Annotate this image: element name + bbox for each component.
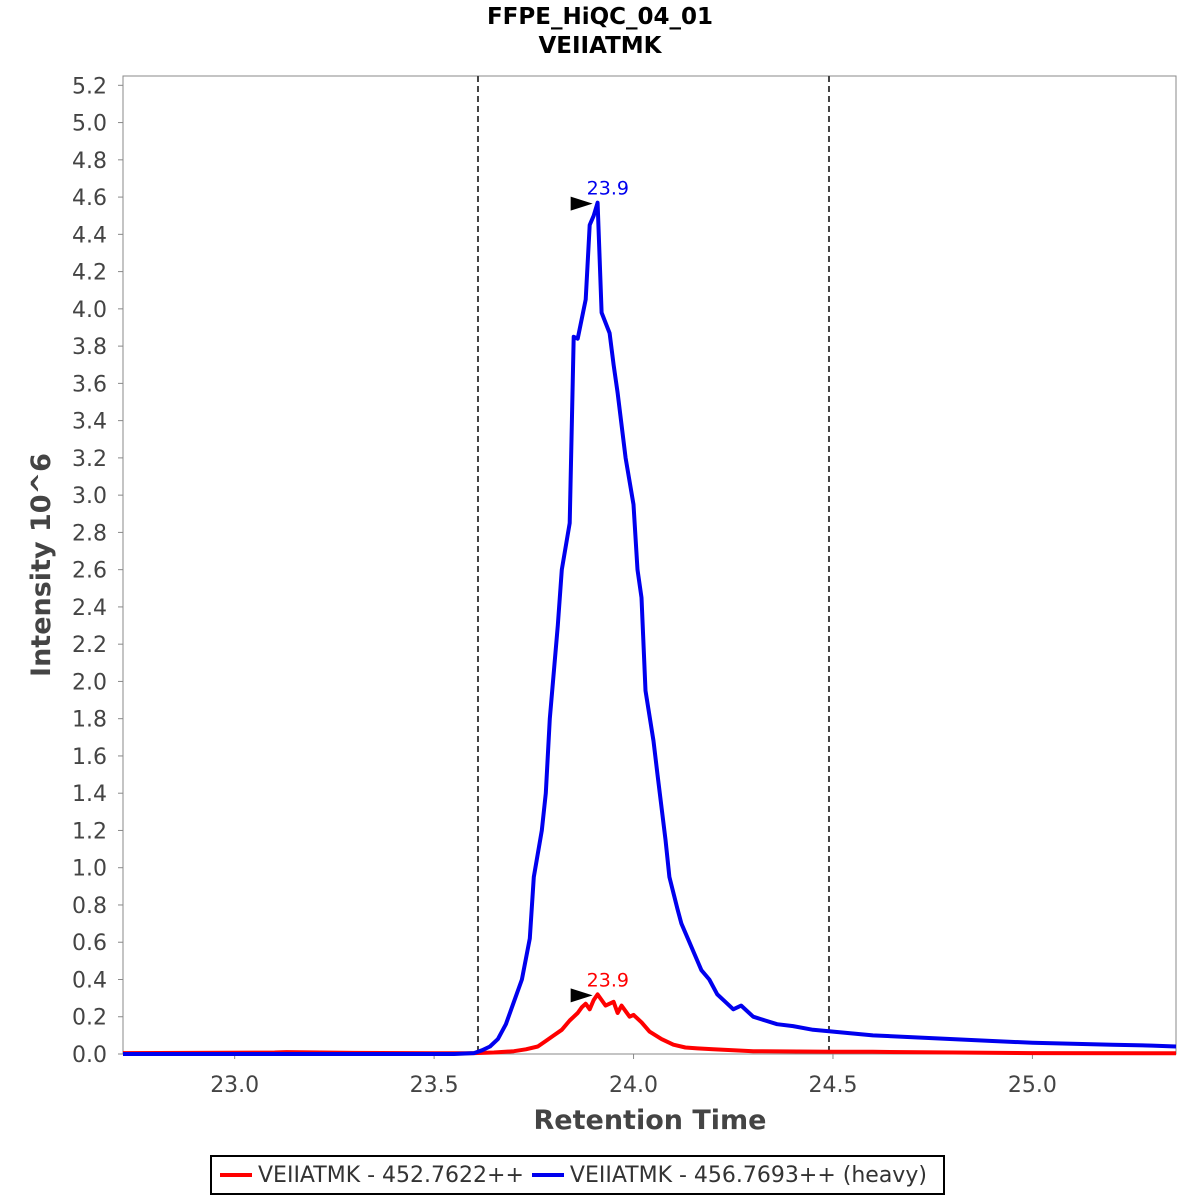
y-tick-label: 3.6 [72,372,107,397]
y-tick-label: 2.4 [72,596,107,621]
y-tick-label: 4.2 [72,261,107,286]
y-tick-label: 0.8 [72,894,107,919]
y-axis: 0.0 0.2 0.4 0.6 0.8 1.0 1.2 1.4 1.6 1.8 2.0 2.2 2.4 2… [72,74,123,1068]
y-tick-label: 5.2 [72,74,107,99]
series-group [122,200,1177,1056]
integration-boundaries [476,76,830,1054]
x-tick-label: 25.0 [1008,1073,1057,1098]
x-axis: 23.0 23.5 24.0 24.5 25.0 [210,1054,1057,1098]
chart-subtitle: VEIIATMK [538,33,662,59]
series-line-0 [122,992,1177,1056]
peak-label-1: 23.9 [587,178,629,200]
plot-area [122,75,1177,1055]
y-tick-label: 2.8 [72,521,107,546]
y-tick-label: 1.6 [72,745,107,770]
y-tick-label: 2.2 [72,633,107,658]
peak-annotations: 23.9 23.9 [570,178,629,1003]
y-tick-label: 1.4 [72,782,107,807]
y-tick-label: 2.0 [72,670,107,695]
y-tick-label: 4.4 [72,223,107,248]
y-tick-label: 0.4 [72,968,107,993]
x-axis-label: Retention Time [534,1105,767,1136]
x-tick-label: 24.0 [609,1073,658,1098]
legend: VEIIATMK - 452.7622++ VEIIATMK - 456.769… [210,1155,945,1195]
y-tick-label: 3.8 [72,335,107,360]
y-tick-label: 0.6 [72,931,107,956]
series-line-1 [123,200,1177,1056]
y-tick-label: 3.0 [72,484,107,509]
y-tick-label: 1.0 [72,857,107,882]
chart-title: FFPE_HiQC_04_01 [487,4,713,30]
peak-label-0: 23.9 [587,969,629,991]
legend-item-light: VEIIATMK - 452.7622++ [220,1163,524,1188]
y-tick-label: 4.0 [72,298,107,323]
y-tick-label: 0.0 [72,1043,107,1068]
y-tick-label: 4.6 [72,186,107,211]
legend-swatch-light [220,1173,252,1177]
legend-label-light: VEIIATMK - 452.7622++ [258,1162,524,1188]
x-tick-label: 23.0 [210,1073,259,1098]
legend-swatch-heavy [531,1173,564,1177]
y-tick-label: 3.2 [72,447,107,472]
peak-marker-0 [570,988,593,1003]
legend-item-heavy: VEIIATMK - 456.7693++ (heavy) [531,1162,927,1188]
y-tick-label: 1.8 [72,708,107,733]
y-tick-label: 0.2 [72,1006,107,1031]
peak-marker-1 [570,196,593,211]
x-tick-label: 24.5 [808,1073,857,1098]
y-axis-label: Intensity 10^6 [26,453,57,677]
y-tick-label: 5.0 [72,112,107,137]
y-tick-label: 3.4 [72,410,107,435]
y-tick-label: 2.6 [72,559,107,584]
y-tick-label: 4.8 [72,149,107,174]
y-tick-label: 1.2 [72,819,107,844]
legend-label-heavy: VEIIATMK - 456.7693++ (heavy) [569,1162,927,1188]
x-tick-label: 23.5 [410,1073,459,1098]
